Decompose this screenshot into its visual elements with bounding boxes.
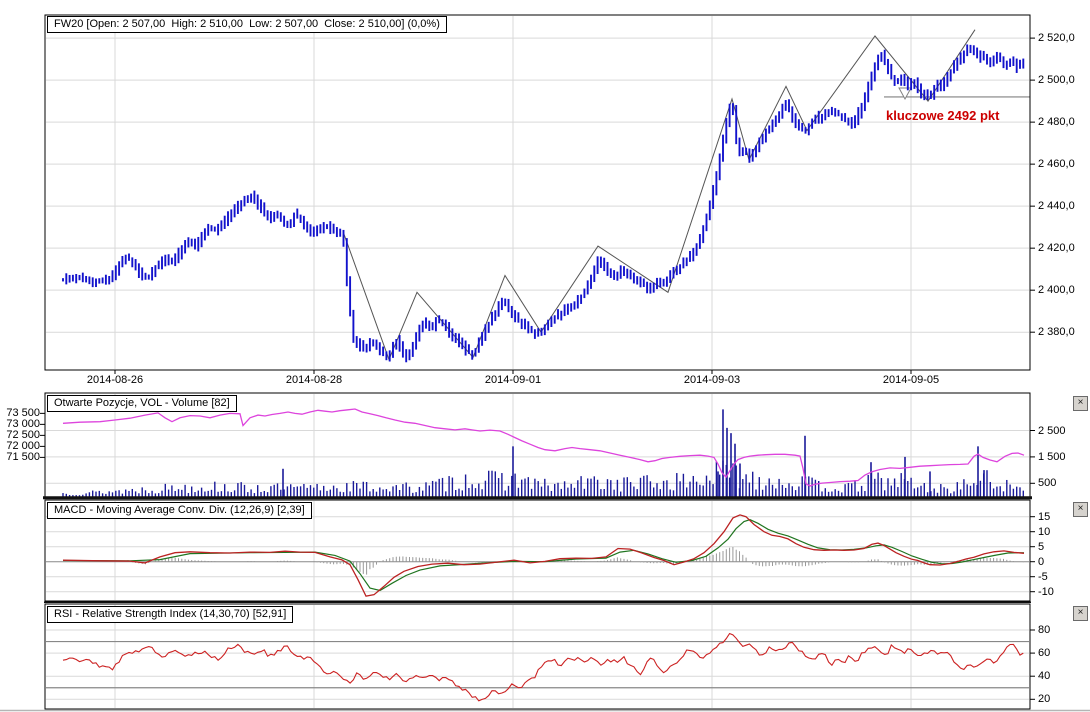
y-tick-label: 80 xyxy=(1038,624,1051,636)
y-tick-label: 5 xyxy=(1038,540,1045,553)
y-tick-label: 73 000 xyxy=(6,418,40,431)
volume-panel-title: Otwarte Pozycje, VOL - Volume [82] xyxy=(47,395,237,412)
main-panel-title: FW20 [Open: 2 507,00 High: 2 510,00 Low:… xyxy=(47,16,447,33)
x-tick-label: 2014-08-28 xyxy=(285,374,343,386)
y-tick-label: 2 480,0 xyxy=(1038,116,1075,129)
y-tick-label: 2 380,0 xyxy=(1038,326,1075,339)
x-tick-label: 2014-09-05 xyxy=(882,374,940,386)
y-tick-label: 20 xyxy=(1038,693,1051,706)
close-macd-panel-button[interactable]: × xyxy=(1073,502,1088,517)
y-tick-label: 10 xyxy=(1038,525,1051,538)
close-volume-panel-button[interactable]: × xyxy=(1073,396,1088,411)
x-tick-label: 2014-09-01 xyxy=(484,374,542,386)
y-tick-label: -5 xyxy=(1038,570,1048,583)
y-tick-label: 0 xyxy=(1038,555,1045,568)
y-tick-label: 2 500,0 xyxy=(1038,74,1075,87)
y-tick-label: 2 460,0 xyxy=(1038,158,1075,171)
y-tick-label: 2 440,0 xyxy=(1038,200,1075,213)
rsi-panel-title: RSI - Relative Strength Index (14,30,70)… xyxy=(47,606,294,623)
y-tick-label: 72 500 xyxy=(6,429,40,442)
key-level-annotation: kluczowe 2492 pkt xyxy=(886,108,1000,123)
y-tick-label: 2 520,0 xyxy=(1038,32,1075,45)
y-tick-label: 2 420,0 xyxy=(1038,242,1075,255)
close-rsi-panel-button[interactable]: × xyxy=(1073,606,1088,621)
x-tick-label: 2014-08-26 xyxy=(86,374,144,386)
y-tick-label: 15 xyxy=(1038,510,1051,523)
y-tick-label: -10 xyxy=(1038,585,1054,598)
y-tick-label: 73 500 xyxy=(6,407,40,420)
y-tick-label: 2 400,0 xyxy=(1038,284,1075,297)
y-tick-label: 40 xyxy=(1038,670,1051,683)
y-tick-label: 71 500 xyxy=(6,451,40,464)
y-tick-label: 500 xyxy=(1038,477,1057,490)
macd-panel-title: MACD - Moving Average Conv. Div. (12,26,… xyxy=(47,502,312,519)
y-tick-label: 72 000 xyxy=(6,440,40,453)
y-tick-label: 2 500 xyxy=(1038,424,1066,437)
x-tick-label: 2014-09-03 xyxy=(683,374,741,386)
y-tick-label: 60 xyxy=(1038,647,1051,660)
y-tick-label: 1 500 xyxy=(1038,450,1066,463)
